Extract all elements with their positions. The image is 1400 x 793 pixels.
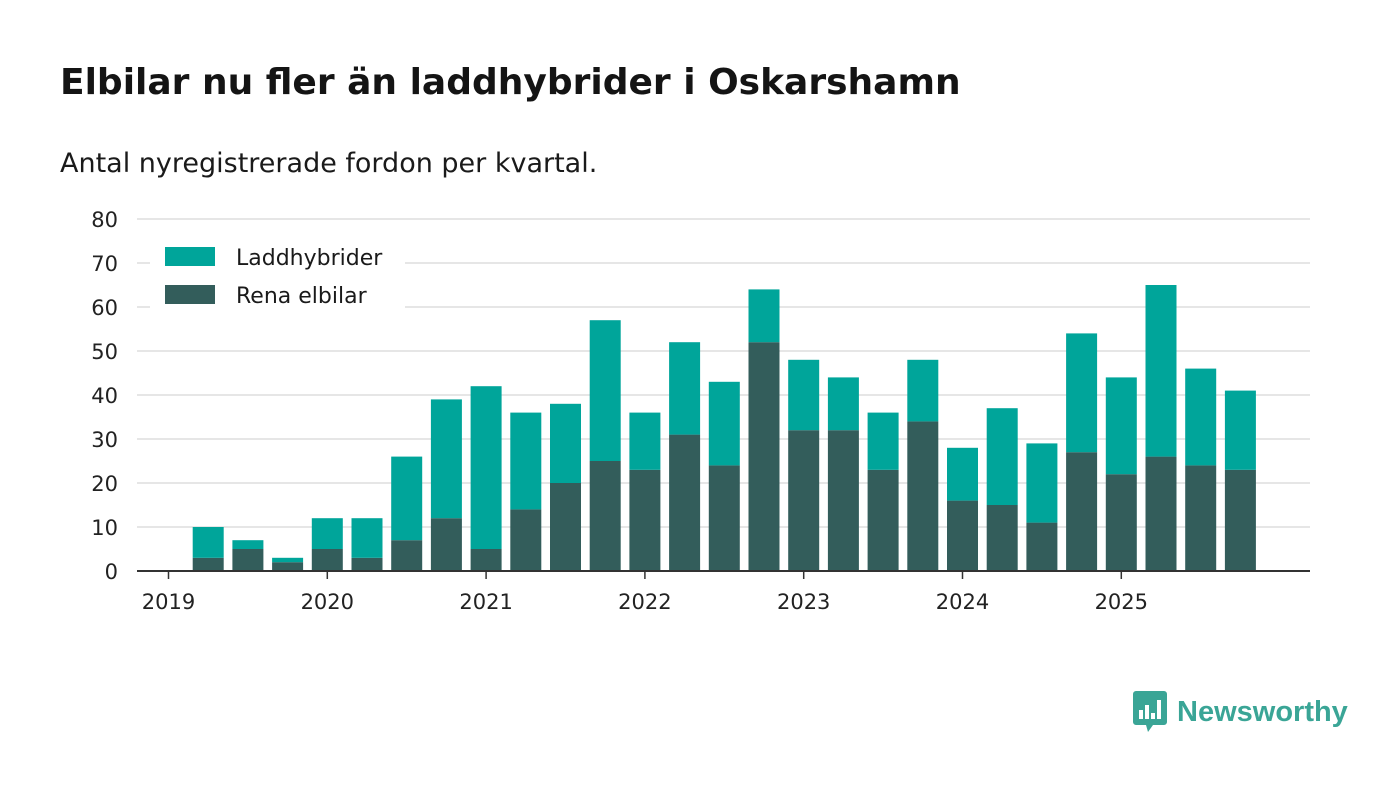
x-tick-label: 2025	[1095, 590, 1148, 614]
bar-rena-elbilar-8	[470, 549, 502, 571]
legend-label-laddhybrider: Laddhybrider	[236, 246, 383, 271]
bar-laddhybrider-24	[1105, 377, 1137, 475]
y-tick-label: 40	[91, 384, 118, 408]
y-tick-label: 80	[91, 208, 118, 232]
bar-rena-elbilar-22	[1026, 522, 1058, 571]
x-tick-label: 2020	[301, 590, 354, 614]
x-tick-label: 2023	[777, 590, 830, 614]
bar-rena-elbilar-4	[311, 549, 343, 571]
bar-laddhybrider-4	[311, 518, 343, 549]
newsworthy-brand[interactable]: Newsworthy	[1133, 691, 1348, 733]
chart-subtitle: Antal nyregistrerade fordon per kvartal.	[60, 148, 598, 179]
bar-laddhybrider-19	[907, 359, 939, 422]
y-tick-label: 10	[91, 516, 118, 540]
legend-swatch-laddhybrider	[165, 247, 215, 266]
bar-rena-elbilar-24	[1105, 474, 1137, 571]
bar-laddhybrider-3	[272, 557, 304, 563]
bar-laddhybrider-8	[470, 386, 502, 549]
bar-rena-elbilar-11	[589, 461, 621, 571]
x-tick-label: 2022	[618, 590, 671, 614]
bar-rena-elbilar-25	[1145, 456, 1177, 571]
bar-rena-elbilar-12	[629, 469, 661, 571]
bar-rena-elbilar-14	[708, 465, 740, 571]
bar-rena-elbilar-26	[1185, 465, 1217, 571]
bar-laddhybrider-9	[510, 412, 542, 510]
bar-rena-elbilar-16	[788, 430, 820, 571]
bar-rena-elbilar-9	[510, 509, 542, 571]
x-tick-label: 2021	[459, 590, 512, 614]
bar-laddhybrider-25	[1145, 285, 1177, 457]
newsworthy-logo-icon	[1133, 691, 1167, 732]
bar-laddhybrider-15	[748, 289, 780, 343]
bar-laddhybrider-26	[1185, 368, 1217, 466]
bar-laddhybrider-21	[986, 408, 1018, 505]
bar-rena-elbilar-20	[947, 500, 978, 571]
bar-laddhybrider-18	[867, 412, 899, 470]
bar-laddhybrider-14	[708, 381, 740, 466]
bar-rena-elbilar-1	[192, 557, 224, 571]
bar-laddhybrider-22	[1026, 443, 1058, 523]
bar-rena-elbilar-5	[351, 557, 383, 571]
bar-laddhybrider-12	[629, 412, 661, 470]
bar-rena-elbilar-21	[986, 505, 1018, 571]
bar-rena-elbilar-7	[430, 518, 462, 571]
bar-rena-elbilar-27	[1224, 469, 1256, 571]
bar-laddhybrider-11	[589, 320, 621, 461]
chart-title: Elbilar nu fler än laddhybrider i Oskars…	[60, 62, 961, 103]
bar-laddhybrider-2	[232, 540, 264, 549]
bar-rena-elbilar-10	[550, 483, 581, 571]
bar-rena-elbilar-19	[907, 421, 939, 571]
bar-laddhybrider-6	[391, 456, 423, 541]
x-tick-label: 2019	[142, 590, 195, 614]
legend: Laddhybrider Rena elbilar	[150, 240, 405, 310]
y-tick-label: 50	[91, 340, 118, 364]
bar-laddhybrider-5	[351, 518, 383, 558]
bar-rena-elbilar-18	[867, 469, 899, 571]
bar-laddhybrider-16	[788, 359, 820, 431]
y-tick-label: 70	[91, 252, 118, 276]
bar-rena-elbilar-2	[232, 549, 264, 571]
bar-laddhybrider-17	[827, 377, 859, 431]
bar-rena-elbilar-3	[272, 562, 304, 571]
bar-laddhybrider-7	[430, 399, 462, 519]
bar-laddhybrider-27	[1224, 390, 1256, 470]
bar-laddhybrider-20	[947, 447, 978, 501]
bar-laddhybrider-13	[669, 342, 701, 435]
bar-laddhybrider-1	[192, 527, 224, 558]
bar-laddhybrider-10	[550, 403, 581, 483]
y-tick-label: 60	[91, 296, 118, 320]
y-tick-label: 30	[91, 428, 118, 452]
legend-label-rena-elbilar: Rena elbilar	[236, 284, 368, 309]
bar-rena-elbilar-23	[1066, 452, 1098, 571]
x-tick-label: 2024	[936, 590, 989, 614]
bar-rena-elbilar-13	[669, 434, 701, 571]
bar-rena-elbilar-15	[748, 342, 780, 571]
y-tick-label: 0	[105, 560, 118, 584]
bar-rena-elbilar-17	[827, 430, 859, 571]
bar-rena-elbilar-6	[391, 540, 423, 571]
y-tick-label: 20	[91, 472, 118, 496]
brand-name: Newsworthy	[1177, 695, 1348, 728]
bar-laddhybrider-23	[1066, 333, 1098, 453]
legend-swatch-rena-elbilar	[165, 285, 215, 304]
